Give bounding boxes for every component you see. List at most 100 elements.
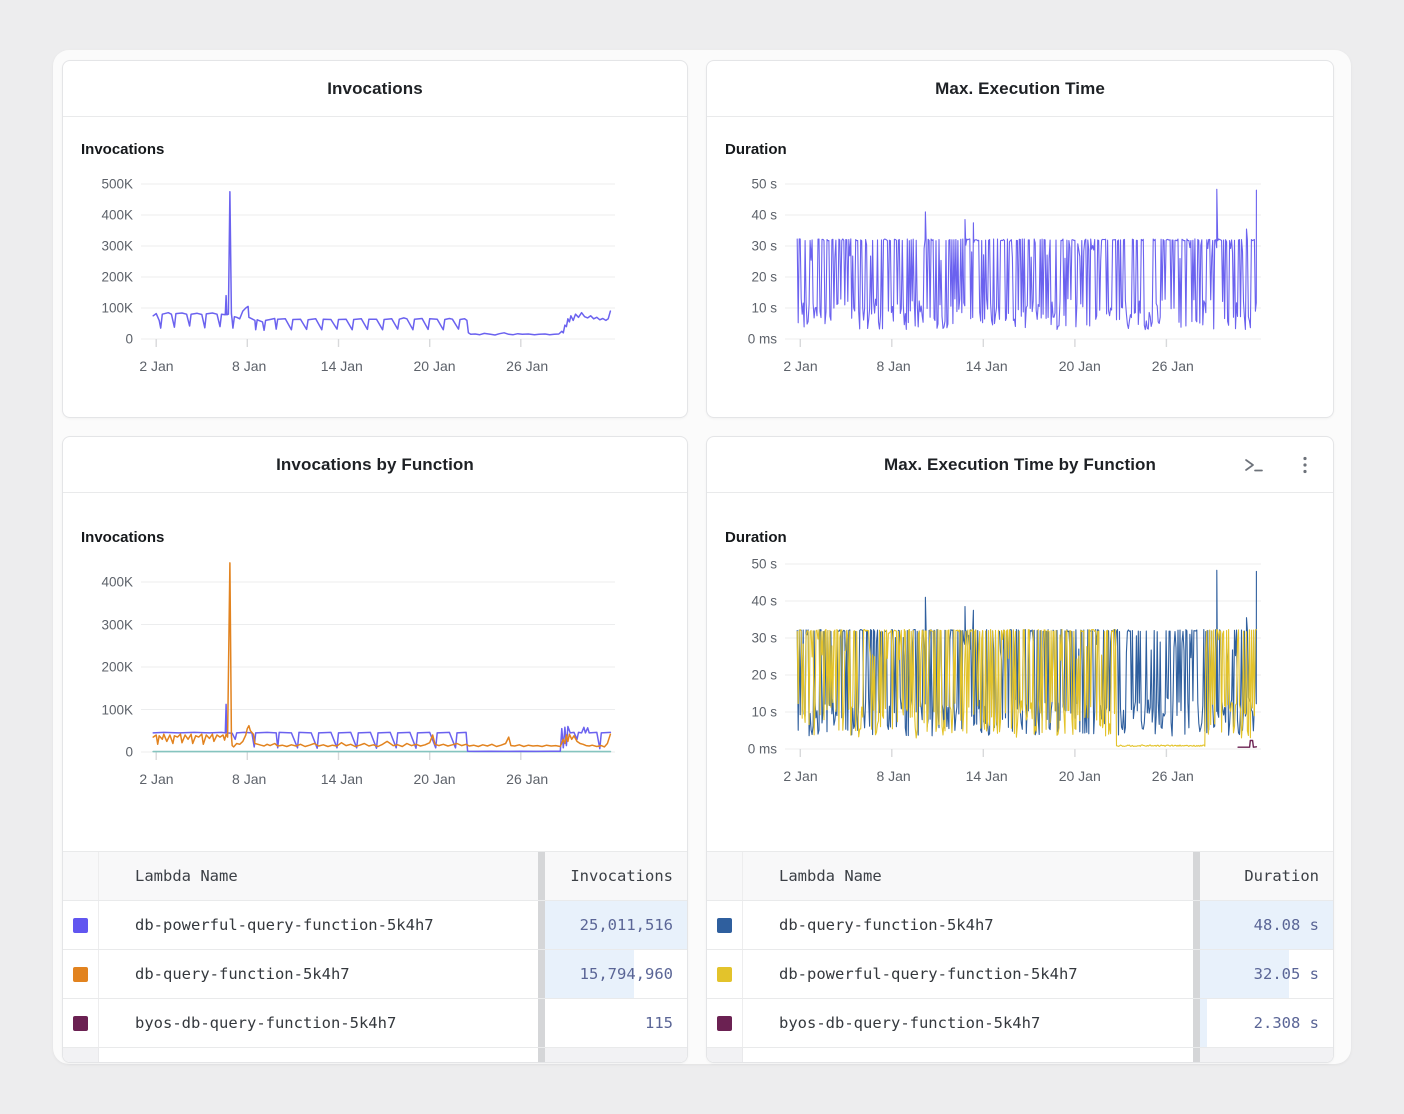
table-row[interactable]: db-powerful-query-function-5k4h7 32.05 s xyxy=(707,949,1333,998)
invocations-by-function-chart[interactable] xyxy=(141,556,615,764)
invocations-table: Lambda Name Invocations db-powerful-quer… xyxy=(63,851,687,1062)
column-divider xyxy=(1193,852,1200,900)
duration-value: 32.05 s xyxy=(1253,965,1319,983)
table-row[interactable]: db-powerful-query-function-5k4h7 25,011,… xyxy=(63,900,687,949)
y-axis-title: Invocations xyxy=(81,529,165,546)
table-row-partial xyxy=(63,1047,687,1062)
max-execution-by-function-chart[interactable] xyxy=(785,558,1261,761)
invocations-value-cell: 115 xyxy=(545,999,687,1047)
y-tick-label: 50 s xyxy=(751,556,777,572)
invocations-chart-area: 500K 400K 300K 200K 100K 0 2 Jan 8 Jan 14 Jan 20… xyxy=(81,177,623,379)
table-row[interactable]: byos-db-query-function-5k4h7 2.308 s xyxy=(707,998,1333,1047)
lambda-name: byos-db-query-function-5k4h7 xyxy=(135,1014,397,1032)
table-row[interactable]: byos-db-query-function-5k4h7 115 xyxy=(63,998,687,1047)
y-axis-title: Duration xyxy=(725,529,787,546)
table-row-partial xyxy=(707,1047,1333,1062)
y-tick-label: 300K xyxy=(101,238,133,254)
x-tick-label: 14 Jan xyxy=(320,358,363,374)
column-divider xyxy=(1193,901,1200,949)
y-tick-label: 0 xyxy=(125,331,133,347)
panel-header: Invocations xyxy=(63,61,687,117)
y-tick-label: 50 s xyxy=(751,176,777,192)
y-tick-label: 30 s xyxy=(751,238,777,254)
column-divider xyxy=(1193,999,1200,1047)
series-swatch xyxy=(717,917,732,933)
invocations-by-function-chart-area: 400K 300K 200K 100K 0 2 Jan 8 Jan 14 Jan 20 Jan… xyxy=(81,556,623,792)
column-divider xyxy=(538,950,545,998)
series-swatch xyxy=(717,966,732,982)
panel-header-actions xyxy=(1241,437,1317,492)
series-swatch xyxy=(717,1015,732,1031)
x-tick-label: 26 Jan xyxy=(506,358,549,374)
y-tick-label: 200K xyxy=(101,269,133,285)
column-divider xyxy=(538,999,545,1047)
x-axis: 2 Jan 8 Jan 14 Jan 20 Jan 26 Jan xyxy=(139,764,623,792)
column-divider xyxy=(538,852,545,900)
duration-value-cell: 32.05 s xyxy=(1200,950,1333,998)
panel-invocations-by-function: Invocations by Function Invocations 400K… xyxy=(62,436,688,1063)
series-swatch xyxy=(73,917,88,933)
max-execution-by-function-chart-area: 50 s 40 s 30 s 20 s 10 s 0 ms 2 Jan 8 Jan 14 Ja… xyxy=(725,556,1269,789)
panel-header: Max. Execution Time xyxy=(707,61,1333,117)
max-execution-chart[interactable] xyxy=(785,178,1261,351)
x-tick-label: 26 Jan xyxy=(1151,358,1194,374)
invocations-value: 25,011,516 xyxy=(579,916,673,934)
swatch-column-header xyxy=(707,852,743,900)
x-tick-label: 20 Jan xyxy=(413,358,456,374)
duration-value: 48.08 s xyxy=(1253,916,1319,934)
y-tick-label: 20 s xyxy=(751,269,777,285)
kebab-menu-icon[interactable] xyxy=(1293,453,1317,477)
value-bar xyxy=(545,950,635,998)
panel-title: Max. Execution Time xyxy=(935,78,1105,98)
x-tick-label: 26 Jan xyxy=(506,771,549,787)
x-tick-label: 8 Jan xyxy=(876,358,911,374)
x-tick-label: 2 Jan xyxy=(139,771,174,787)
panel-title: Invocations xyxy=(327,78,423,98)
column-header-lambda-name: Lambda Name xyxy=(779,867,882,885)
invocations-value: 15,794,960 xyxy=(579,965,673,983)
column-divider xyxy=(1193,1048,1200,1062)
dashboard-container: Invocations Invocations 500K 400K 300K 200K… xyxy=(53,50,1351,1064)
invocations-value: 115 xyxy=(645,1014,673,1032)
x-axis: 2 Jan 8 Jan 14 Jan 20 Jan 26 Jan xyxy=(783,761,1269,789)
panel-header: Max. Execution Time by Function xyxy=(707,437,1333,493)
x-tick-label: 14 Jan xyxy=(320,771,363,787)
x-tick-label: 14 Jan xyxy=(965,768,1008,784)
panel-title: Max. Execution Time by Function xyxy=(884,454,1156,474)
column-divider xyxy=(538,901,545,949)
x-tick-label: 2 Jan xyxy=(139,358,174,374)
lambda-name: byos-db-query-function-5k4h7 xyxy=(779,1014,1041,1032)
y-axis: 50 s 40 s 30 s 20 s 10 s 0 ms xyxy=(725,176,785,351)
x-tick-label: 8 Jan xyxy=(232,771,267,787)
y-tick-label: 200K xyxy=(101,659,133,675)
y-tick-label: 20 s xyxy=(751,667,777,683)
value-bar xyxy=(545,901,687,949)
value-bar xyxy=(1200,950,1290,998)
series-swatch xyxy=(73,966,88,982)
swatch-column-header xyxy=(63,852,99,900)
table-row[interactable]: db-query-function-5k4h7 15,794,960 xyxy=(63,949,687,998)
series-swatch xyxy=(73,1015,88,1031)
y-axis: 500K 400K 300K 200K 100K 0 xyxy=(81,177,141,351)
y-tick-label: 10 s xyxy=(751,704,777,720)
x-tick-label: 20 Jan xyxy=(1058,768,1101,784)
lambda-name: db-query-function-5k4h7 xyxy=(135,965,350,983)
y-axis-title: Duration xyxy=(725,141,787,158)
table-header-row: Lambda Name Duration xyxy=(707,852,1333,900)
table-row[interactable]: db-query-function-5k4h7 48.08 s xyxy=(707,900,1333,949)
panel-header: Invocations by Function xyxy=(63,437,687,493)
invocations-chart[interactable] xyxy=(141,178,615,351)
panel-max-execution-time: Max. Execution Time Duration 50 s 40 s 30 … xyxy=(706,60,1334,418)
x-tick-label: 14 Jan xyxy=(965,358,1008,374)
y-tick-label: 400K xyxy=(101,207,133,223)
y-tick-label: 0 ms xyxy=(747,741,777,757)
duration-value-cell: 2.308 s xyxy=(1200,999,1333,1047)
column-header-lambda-name: Lambda Name xyxy=(135,867,238,885)
x-tick-label: 2 Jan xyxy=(783,358,818,374)
lambda-name: db-powerful-query-function-5k4h7 xyxy=(779,965,1078,983)
y-axis-title: Invocations xyxy=(81,141,165,158)
console-icon[interactable] xyxy=(1241,453,1265,477)
y-tick-label: 30 s xyxy=(751,630,777,646)
column-divider xyxy=(1193,950,1200,998)
y-tick-label: 100K xyxy=(101,702,133,717)
